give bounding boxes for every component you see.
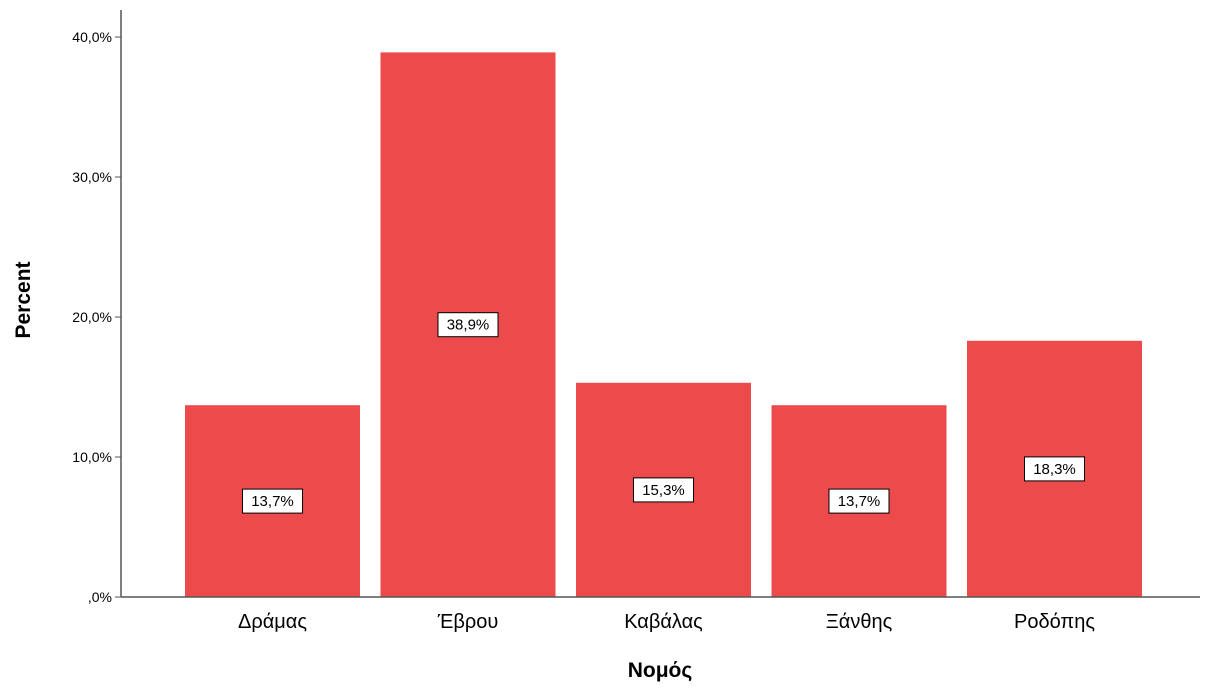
x-tick-label: Έβρου <box>437 611 499 633</box>
x-tick-label: Καβάλας <box>624 611 703 633</box>
y-tick-label: ,0% <box>88 589 112 605</box>
y-tick-label: 30,0% <box>72 169 112 185</box>
data-label-box <box>437 312 499 338</box>
y-tick-label: 20,0% <box>72 309 112 325</box>
x-tick-label: Ροδόπης <box>1014 611 1095 633</box>
data-label-box <box>633 477 694 503</box>
x-tick-label: Ξάνθης <box>826 611 893 633</box>
y-tick-label: 10,0% <box>72 449 112 465</box>
x-axis-title: Νομός <box>628 659 693 682</box>
data-label-box <box>828 488 890 514</box>
x-labels-group: Δράμας Έβρου Καβάλας Ξάνθης Ροδόπης <box>238 611 1095 633</box>
data-labels-group: 13,7% 38,9% 15,3% 13,7% 18,3% <box>242 312 1085 514</box>
y-ticks-group: ,0% 10,0% 20,0% 30,0% 40,0% <box>72 29 121 605</box>
y-tick-label: 40,0% <box>72 29 112 45</box>
data-label-box <box>242 488 303 514</box>
data-label: 15,3% <box>642 482 685 499</box>
data-label: 38,9% <box>447 317 490 334</box>
bars-group <box>185 52 1142 597</box>
data-label: 13,7% <box>251 493 294 510</box>
data-label: 18,3% <box>1033 461 1076 478</box>
data-label: 13,7% <box>838 493 881 510</box>
data-label-box <box>1024 456 1085 482</box>
x-tick-label: Δράμας <box>238 611 307 633</box>
y-axis-title: Percent <box>12 261 35 338</box>
